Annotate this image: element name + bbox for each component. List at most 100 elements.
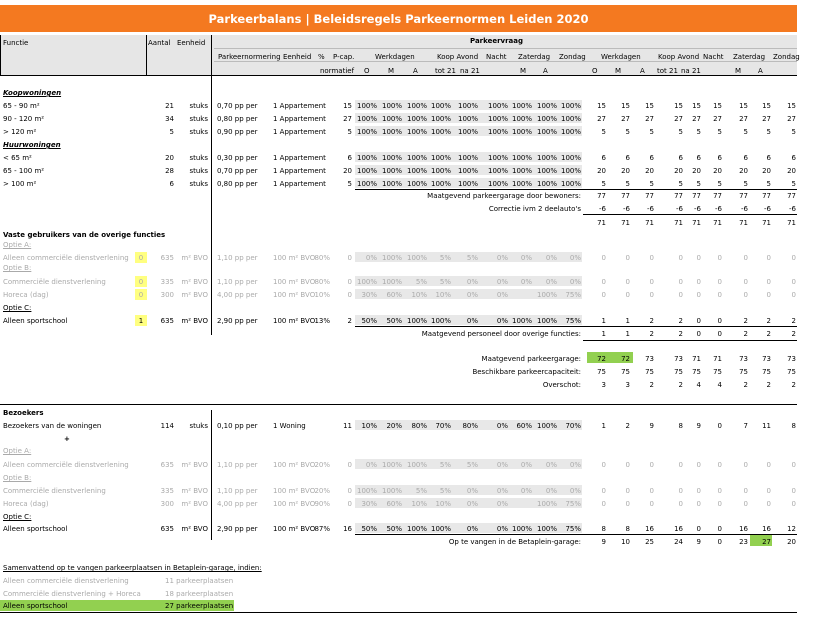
subtotal-val: 71 xyxy=(739,219,748,227)
row-normunit: 1 Appartement xyxy=(273,128,326,136)
row-val: 7 xyxy=(743,422,748,430)
row-val: 0 xyxy=(743,461,748,469)
row-val: 2 xyxy=(743,317,748,325)
total-val: 23 xyxy=(739,538,748,546)
row-val: 15 xyxy=(621,102,630,110)
row-pcap: 0 xyxy=(347,461,352,469)
total-val: 77 xyxy=(597,192,606,200)
row-val: 0 xyxy=(717,500,722,508)
row-pct-val: 100% xyxy=(536,317,557,325)
row-pct-val: 0% xyxy=(466,278,478,286)
header-parkeernormering: Parkeernormering xyxy=(218,53,281,61)
col-sep xyxy=(211,35,212,335)
summary-title: Samenvattend op te vangen parkeerplaatse… xyxy=(3,564,262,572)
total-label: Beschikbare parkeercapaciteit: xyxy=(472,368,581,376)
row-val: 20 xyxy=(645,167,654,175)
total-val: 4 xyxy=(696,381,701,389)
row-val: 0 xyxy=(625,461,630,469)
total-val: 0 xyxy=(717,538,722,546)
row-pct-val: 0% xyxy=(520,461,532,469)
row-val: 0 xyxy=(601,487,606,495)
row-pct-val: 100% xyxy=(511,525,532,533)
total-val: 75 xyxy=(692,368,701,376)
row-pcap: 2 xyxy=(347,317,352,325)
selector-cell xyxy=(135,276,147,287)
row-pct: 10% xyxy=(314,291,330,299)
line xyxy=(583,340,797,341)
row-pct-val: 100% xyxy=(511,102,532,110)
row-val: 0 xyxy=(678,278,683,286)
row-label: Commerciële dienstverlening xyxy=(3,487,106,495)
total-val: -6 xyxy=(694,205,701,213)
subtotal-val: 71 xyxy=(645,219,654,227)
section-heading: Bezoekers xyxy=(3,409,44,417)
row-pct-val: 5% xyxy=(466,254,478,262)
row-pct-val: 100% xyxy=(536,167,557,175)
total-val: 77 xyxy=(739,192,748,200)
total-val: 75 xyxy=(621,368,630,376)
header-functie: Functie xyxy=(3,39,29,47)
summary-value: 27 parkeerplaatsen xyxy=(165,602,234,610)
total-val: 75 xyxy=(739,368,748,376)
highlight-cell xyxy=(587,352,633,363)
header-zaterdag-2: Zaterdag xyxy=(733,53,766,61)
row-val: 0 xyxy=(791,461,796,469)
row-pct-val: 0% xyxy=(496,500,508,508)
row-val: 27 xyxy=(762,115,771,123)
row-val: 0 xyxy=(717,291,722,299)
row-val: 0 xyxy=(717,278,722,286)
row-pct-val: 70% xyxy=(435,422,451,430)
row-norm: 0,90 pp per xyxy=(217,128,258,136)
row-pct-val: 0% xyxy=(496,525,508,533)
total-val: 0 xyxy=(696,330,701,338)
header-sub: tot 21 xyxy=(657,67,678,75)
row-val: 5 xyxy=(696,128,701,136)
row-pct-val: 100% xyxy=(406,167,427,175)
option-label: Optie A: xyxy=(3,447,32,455)
row-val: 27 xyxy=(621,115,630,123)
total-val: 73 xyxy=(787,355,796,363)
selector-cell xyxy=(135,315,147,326)
row-pct-val: 0% xyxy=(496,487,508,495)
row-val: 20 xyxy=(621,167,630,175)
header-sub: na 21 xyxy=(460,67,480,75)
summary-label: Alleen sportschool xyxy=(3,602,68,610)
subtotal-val: 71 xyxy=(692,219,701,227)
total-val: 2 xyxy=(743,330,748,338)
header-aantal: Aantal xyxy=(148,39,171,47)
selector-cell xyxy=(135,289,147,300)
row-val: 0 xyxy=(678,461,683,469)
row-val: 5 xyxy=(791,128,796,136)
summary-value: 11 parkeerplaatsen xyxy=(165,577,234,585)
row-pct-val: 100% xyxy=(487,167,508,175)
row-pct-val: 80% xyxy=(462,422,478,430)
header-zondag-2: Zondag xyxy=(773,53,800,61)
selector-value: 0 xyxy=(138,291,144,299)
row-val: 5 xyxy=(717,180,722,188)
row-label: > 100 m² xyxy=(3,180,37,188)
row-pct-val: 100% xyxy=(536,115,557,123)
row-pct-val: 100% xyxy=(430,317,451,325)
row-pct-val: 0% xyxy=(520,487,532,495)
total-val: -6 xyxy=(623,205,630,213)
row-pct-val: 100% xyxy=(381,254,402,262)
row-pct-val: 100% xyxy=(406,128,427,136)
row-val: 15 xyxy=(674,102,683,110)
summary-label: Commerciële dienstverlening + Horeca xyxy=(3,590,141,598)
row-val: 8 xyxy=(625,525,630,533)
row-val: 0 xyxy=(717,461,722,469)
row-aantal: 335 xyxy=(160,487,174,495)
total-val: 71 xyxy=(692,355,701,363)
row-val: 6 xyxy=(766,154,771,162)
total-val: 2 xyxy=(791,381,796,389)
row-pct-val: 0% xyxy=(365,461,377,469)
pct-shade xyxy=(355,523,582,533)
header-sub: M xyxy=(735,67,742,75)
row-pct-val: 100% xyxy=(381,154,402,162)
row-aantal: 635 xyxy=(160,317,174,325)
row-val: 8 xyxy=(791,422,796,430)
row-eenheid: m² BVO xyxy=(181,525,208,533)
option-label: Optie B: xyxy=(3,474,32,482)
header-sub: tot 21 xyxy=(435,67,456,75)
row-label: Alleen sportschool xyxy=(3,317,68,325)
